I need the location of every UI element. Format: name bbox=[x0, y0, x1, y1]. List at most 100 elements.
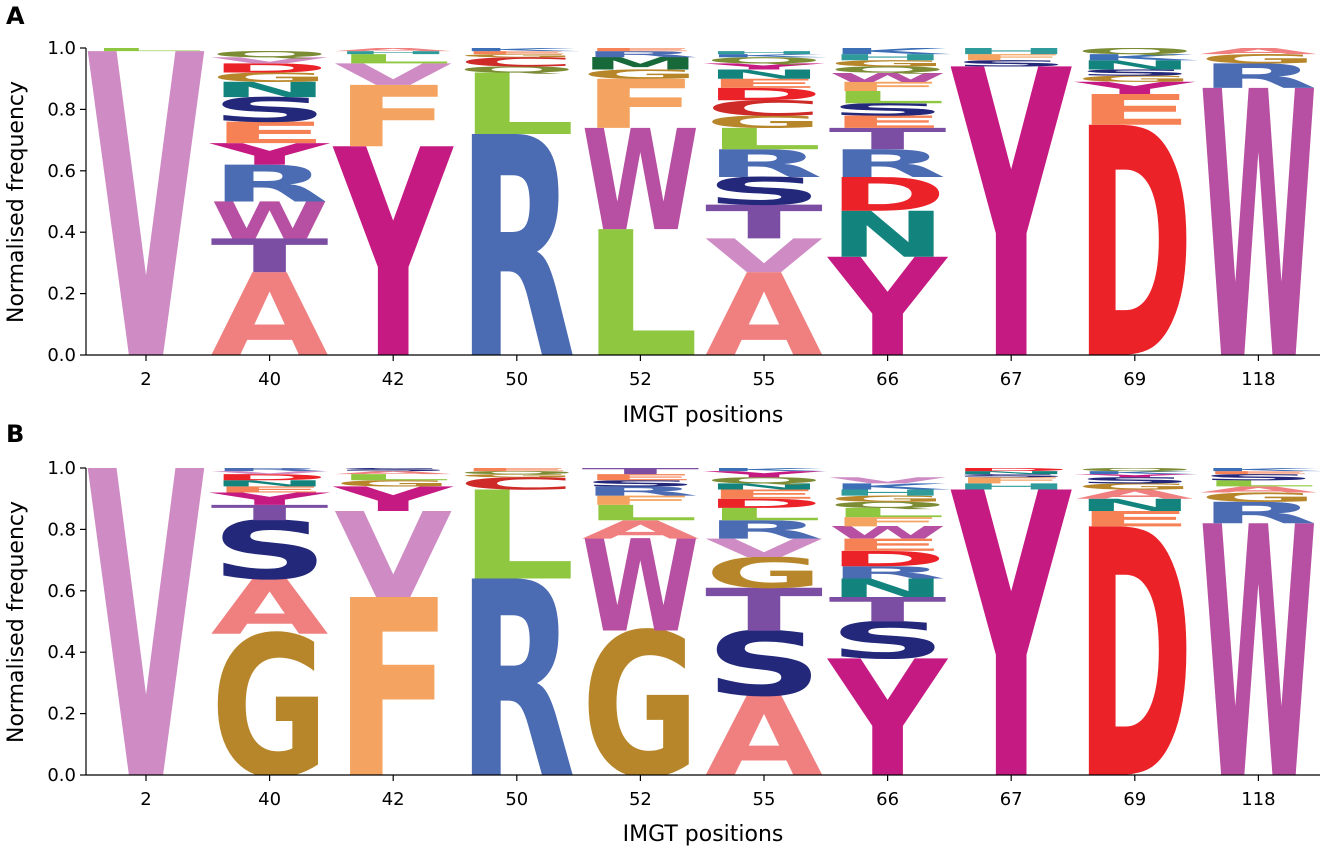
logo-letter-55-Y: Y bbox=[702, 62, 825, 72]
logo-letter-40-D: D bbox=[211, 61, 329, 76]
panel-a-letter: A bbox=[6, 2, 25, 30]
panel-b-plot: V GASTYENDVRFVYGLASRLCGQEGWALFRSETASTGVRL… bbox=[47, 384, 1320, 848]
logo-letter-50-G: G bbox=[458, 473, 576, 478]
logo-letter-52-G: G bbox=[581, 591, 699, 822]
x-tick-label: 2 bbox=[140, 369, 151, 390]
logo-letter-2-V: V bbox=[87, 384, 206, 848]
logo-letter-50-R: R bbox=[458, 74, 576, 427]
logo-letter-52-L: L bbox=[581, 501, 699, 525]
logo-letter-40-N: N bbox=[211, 479, 329, 489]
panel-a-plot: VLATWRYESNGDVQYFVLHARLQCGEKLWFGMREAVTSRL… bbox=[47, 0, 1320, 449]
logo-letter-118-L: L bbox=[1199, 479, 1317, 489]
logo-letter-66-T: T bbox=[829, 122, 947, 156]
logo-letter-66-W: W bbox=[829, 70, 947, 85]
logo-letter-40-G: G bbox=[211, 597, 329, 822]
logo-letter-69-N: N bbox=[1076, 495, 1194, 515]
logo-letter-69-Y: Y bbox=[1073, 473, 1196, 478]
logo-letter-66-R: R bbox=[829, 563, 947, 583]
logo-letter-66-Q: Q bbox=[829, 500, 947, 510]
x-tick-label: 42 bbox=[382, 369, 405, 390]
x-tick-label: 55 bbox=[753, 789, 776, 810]
y-tick-label: 0.2 bbox=[47, 704, 76, 725]
logo-letter-55-V: V bbox=[705, 229, 823, 283]
logo-letter-69-D: D bbox=[1076, 458, 1194, 848]
logo-letter-42-Y: Y bbox=[331, 480, 454, 519]
logo-letter-50-R: R bbox=[458, 525, 576, 839]
logo-letter-69-N: N bbox=[1076, 58, 1194, 73]
logo-letter-40-R: R bbox=[211, 467, 329, 472]
logo-letter-55-E: E bbox=[705, 76, 823, 91]
logo-letter-55-E: E bbox=[705, 487, 823, 502]
logo-letter-66-D: D bbox=[829, 547, 947, 571]
logo-letter-52-W: W bbox=[581, 101, 699, 262]
logo-letter-50-Q: Q bbox=[458, 65, 576, 75]
panel-a-y-axis-label: Normalised frequency bbox=[4, 81, 29, 323]
logo-letter-69-S: S bbox=[1076, 476, 1194, 486]
logo-letter-55-S: S bbox=[705, 170, 823, 214]
logo-letter-118-W: W bbox=[1199, 14, 1317, 442]
logo-letter-66-K: K bbox=[829, 46, 952, 56]
logo-letter-67-N: N bbox=[952, 470, 1070, 475]
logo-letter-69-K: K bbox=[1076, 53, 1199, 63]
logo-letter-69-Q: Q bbox=[1076, 467, 1194, 472]
logo-letter-40-N: N bbox=[211, 77, 329, 102]
x-tick-label: 69 bbox=[1123, 789, 1146, 810]
logo-letter-50-G: G bbox=[458, 53, 576, 58]
logo-letter-55-C: C bbox=[705, 96, 823, 120]
logo-letter-40-W: W bbox=[211, 191, 329, 250]
logo-letter-40-E: E bbox=[211, 485, 329, 495]
logo-letter-67-H: H bbox=[952, 46, 1070, 56]
logo-letter-55-R: R bbox=[705, 515, 823, 544]
logo-letter-40-D: D bbox=[211, 473, 329, 483]
logo-letter-52-L: L bbox=[581, 196, 699, 397]
logo-letters: VLATWRYESNGDVQYFVLHARLQCGEKLWFGMREAVTSRL… bbox=[87, 0, 1318, 449]
logo-letter-118-A: A bbox=[1199, 485, 1318, 495]
logo-letter-55-D: D bbox=[705, 85, 823, 105]
logo-letter-55-L: L bbox=[705, 505, 823, 525]
logo-letter-55-K: K bbox=[705, 53, 828, 58]
x-tick-label: 40 bbox=[258, 789, 281, 810]
logo-letter-66-E: E bbox=[829, 535, 947, 555]
logo-letter-118-E: E bbox=[1199, 470, 1317, 475]
logo-letter-66-R: R bbox=[829, 142, 947, 186]
logo-letter-55-A: A bbox=[705, 249, 823, 382]
logo-letter-67-D: D bbox=[952, 467, 1070, 472]
logo-letter-40-T: T bbox=[211, 229, 329, 283]
x-tick-label: 42 bbox=[382, 789, 405, 810]
logo-letter-66-L: L bbox=[829, 88, 947, 108]
logo-letter-55-D: D bbox=[705, 496, 823, 511]
logo-letter-40-Y: Y bbox=[208, 489, 330, 509]
x-tick-label: 67 bbox=[1000, 789, 1023, 810]
logo-letter-69-Q: Q bbox=[1076, 46, 1194, 56]
logo-letter-66-S: S bbox=[829, 611, 947, 670]
logo-letter-67-Y: Y bbox=[950, 0, 1072, 449]
y-tick-label: 0.6 bbox=[47, 161, 76, 182]
logo-letter-66-N: N bbox=[829, 573, 947, 602]
logo-letter-52-E: E bbox=[581, 472, 699, 482]
logo-letter-42-A: A bbox=[334, 47, 452, 52]
logo-letter-55-H: H bbox=[705, 50, 823, 55]
logo-letter-42-H: H bbox=[334, 50, 452, 55]
logo-letter-69-G: G bbox=[1076, 482, 1194, 492]
x-tick-label: 52 bbox=[629, 789, 652, 810]
x-tick-label: 55 bbox=[753, 369, 776, 390]
x-tick-label: 50 bbox=[505, 789, 528, 810]
logo-letter-40-V: V bbox=[211, 470, 329, 475]
logo-letter-50-L: L bbox=[458, 56, 576, 154]
logo-letter-40-Y: Y bbox=[208, 137, 330, 171]
logo-letter-55-N: N bbox=[705, 67, 823, 82]
logo-letter-66-D: D bbox=[829, 168, 947, 222]
logo-letter-66-H: H bbox=[829, 488, 947, 498]
logo-letter-42-A: A bbox=[334, 470, 452, 475]
logo-letter-118-W: W bbox=[1199, 456, 1317, 848]
logo-letter-67-H: H bbox=[952, 482, 1070, 492]
logo-letter-50-Q: Q bbox=[458, 470, 576, 475]
logo-letter-42-F: F bbox=[334, 69, 452, 167]
logo-letter-50-C: C bbox=[458, 55, 576, 70]
y-tick-label: 0.4 bbox=[47, 642, 76, 663]
logo-letter-66-V: V bbox=[829, 476, 948, 486]
panel-a-x-axis-label: IMGT positions bbox=[623, 403, 784, 428]
logo-letter-42-Y: Y bbox=[332, 89, 454, 422]
logo-letter-66-T: T bbox=[829, 590, 947, 629]
